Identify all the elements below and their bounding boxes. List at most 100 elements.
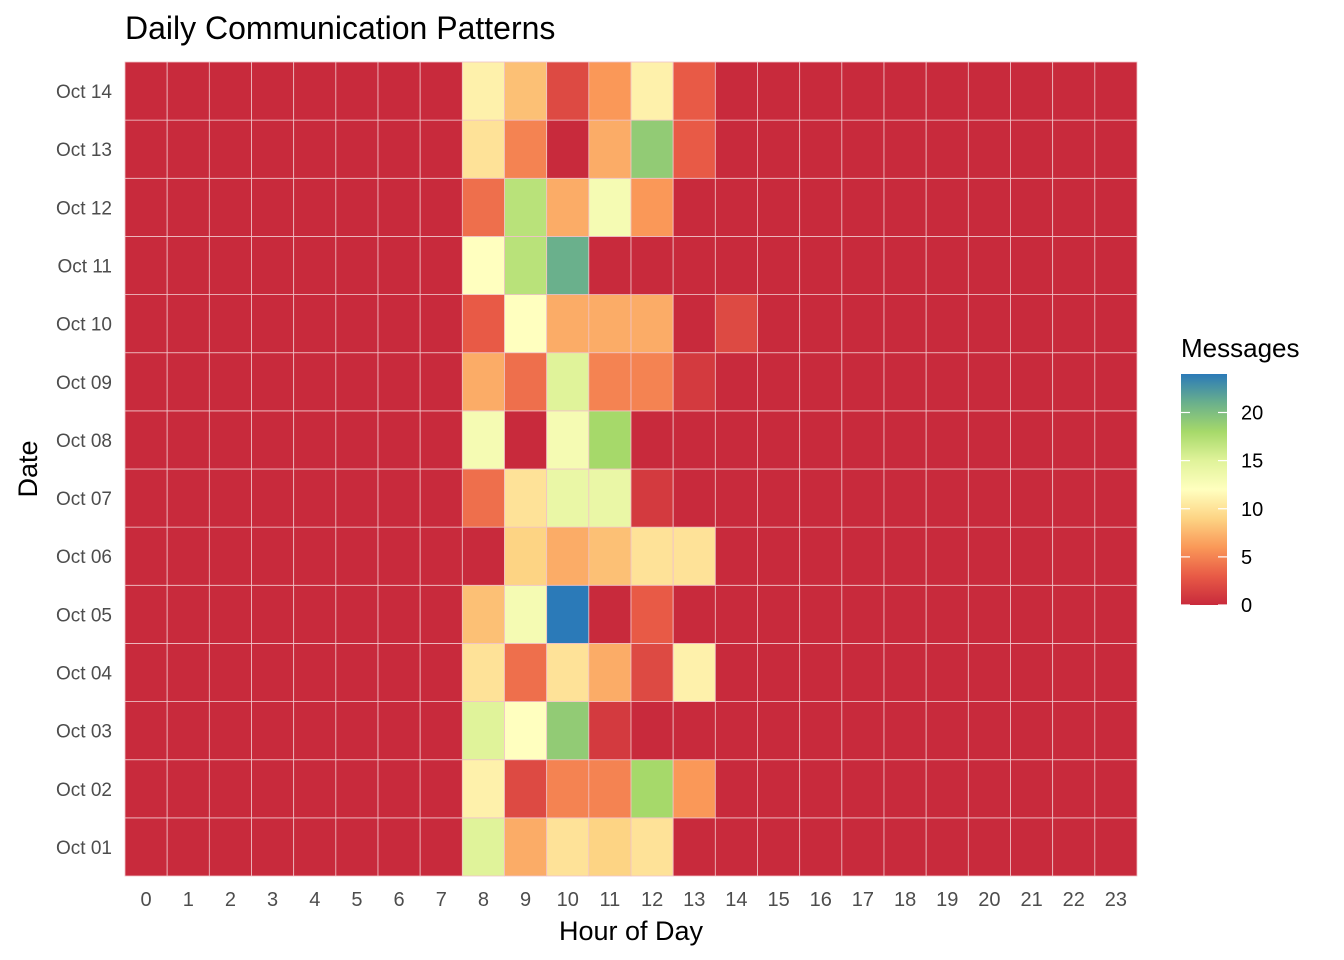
y-tick-label: Oct 06 — [56, 547, 112, 568]
heatmap-cell — [630, 410, 674, 470]
heatmap-cell — [419, 817, 463, 877]
heatmap-cell — [419, 759, 463, 819]
heatmap-cell — [883, 177, 927, 237]
heatmap-cell — [377, 410, 421, 470]
heatmap-cell — [714, 701, 758, 761]
heatmap-cell — [208, 701, 252, 761]
heatmap-cell — [208, 236, 252, 295]
heatmap-cell — [967, 177, 1011, 237]
heatmap-cell — [166, 584, 210, 644]
heatmap-cell — [925, 643, 969, 702]
heatmap-cell — [166, 61, 210, 121]
heatmap-cell — [757, 759, 801, 819]
heatmap-cell — [293, 61, 337, 121]
heatmap-cell — [757, 701, 801, 761]
heatmap-cell — [588, 584, 632, 644]
heatmap-cell — [630, 643, 674, 702]
heatmap-cells — [124, 61, 1138, 877]
heatmap-cell — [799, 177, 843, 237]
x-axis-ticks: 0 1 2 3 4 5 6 7 8 9 10 11 12 13 14 15 16 17 18 19 20 21 22 23 — [141, 889, 1128, 911]
heatmap-cell — [1094, 294, 1138, 354]
heatmap-cell — [714, 468, 758, 528]
heatmap-cell — [546, 294, 590, 354]
y-tick-label: Oct 12 — [56, 198, 112, 219]
heatmap-cell — [630, 817, 674, 877]
heatmap-cell — [672, 119, 716, 179]
heatmap-cell — [419, 119, 463, 179]
heatmap-cell — [504, 119, 548, 179]
heatmap-cell — [1010, 352, 1054, 412]
chart-title: Daily Communication Patterns — [125, 10, 555, 46]
heatmap-cell — [925, 701, 969, 761]
heatmap-cell — [293, 817, 337, 877]
y-tick-label: Oct 07 — [56, 489, 112, 510]
x-tick-label: 9 — [520, 889, 531, 911]
heatmap-cell — [1052, 410, 1096, 470]
heatmap-cell — [757, 468, 801, 528]
heatmap-cell — [461, 526, 505, 586]
heatmap-cell — [461, 817, 505, 877]
heatmap-cell — [504, 526, 548, 586]
heatmap-cell — [1052, 759, 1096, 819]
heatmap-cell — [504, 817, 548, 877]
heatmap-cell — [335, 701, 379, 761]
heatmap-cell — [672, 817, 716, 877]
heatmap-cell — [925, 352, 969, 412]
heatmap-cell — [714, 759, 758, 819]
y-tick-label: Oct 05 — [56, 605, 112, 626]
heatmap-cell — [293, 177, 337, 237]
heatmap-cell — [841, 177, 885, 237]
heatmap-cell — [504, 468, 548, 528]
heatmap-cell — [166, 236, 210, 295]
heatmap-cell — [251, 177, 295, 237]
heatmap-cell — [546, 468, 590, 528]
heatmap-cell — [672, 352, 716, 412]
heatmap-cell — [588, 352, 632, 412]
y-tick-label: Oct 14 — [56, 82, 112, 103]
heatmap-cell — [925, 236, 969, 295]
heatmap-cell — [883, 410, 927, 470]
heatmap-cell — [335, 526, 379, 586]
heatmap-cell — [124, 61, 168, 121]
heatmap-cell — [335, 294, 379, 354]
heatmap-cell — [588, 177, 632, 237]
heatmap-cell — [251, 468, 295, 528]
heatmap-cell — [925, 584, 969, 644]
heatmap-cell — [1052, 177, 1096, 237]
heatmap-cell — [714, 410, 758, 470]
color-legend: Messages 0 5 10 15 20 — [1181, 333, 1300, 617]
heatmap-cell — [1094, 526, 1138, 586]
heatmap-cell — [124, 119, 168, 179]
heatmap-cell — [377, 119, 421, 179]
heatmap-cell — [293, 526, 337, 586]
heatmap-cell — [588, 119, 632, 179]
heatmap-cell — [883, 759, 927, 819]
heatmap-cell — [166, 643, 210, 702]
heatmap-cell — [672, 468, 716, 528]
heatmap-cell — [967, 61, 1011, 121]
heatmap-cell — [1010, 759, 1054, 819]
heatmap-cell — [630, 236, 674, 295]
heatmap-cell — [841, 701, 885, 761]
heatmap-cell — [461, 177, 505, 237]
heatmap-cell — [841, 584, 885, 644]
x-tick-label: 11 — [600, 889, 621, 911]
heatmap-cell — [883, 643, 927, 702]
y-tick-label: Oct 03 — [56, 722, 112, 743]
heatmap-cell — [883, 701, 927, 761]
legend-tick-label: 0 — [1241, 595, 1252, 617]
heatmap-cell — [883, 119, 927, 179]
heatmap-cell — [925, 526, 969, 586]
heatmap-cell — [841, 236, 885, 295]
x-tick-label: 7 — [436, 889, 447, 911]
heatmap-cell — [377, 759, 421, 819]
heatmap-cell — [377, 177, 421, 237]
heatmap-cell — [757, 643, 801, 702]
legend-title: Messages — [1181, 333, 1300, 363]
heatmap-cell — [1010, 701, 1054, 761]
heatmap-cell — [166, 468, 210, 528]
heatmap-cell — [630, 468, 674, 528]
heatmap-cell — [293, 119, 337, 179]
heatmap-cell — [546, 526, 590, 586]
heatmap-cell — [967, 294, 1011, 354]
